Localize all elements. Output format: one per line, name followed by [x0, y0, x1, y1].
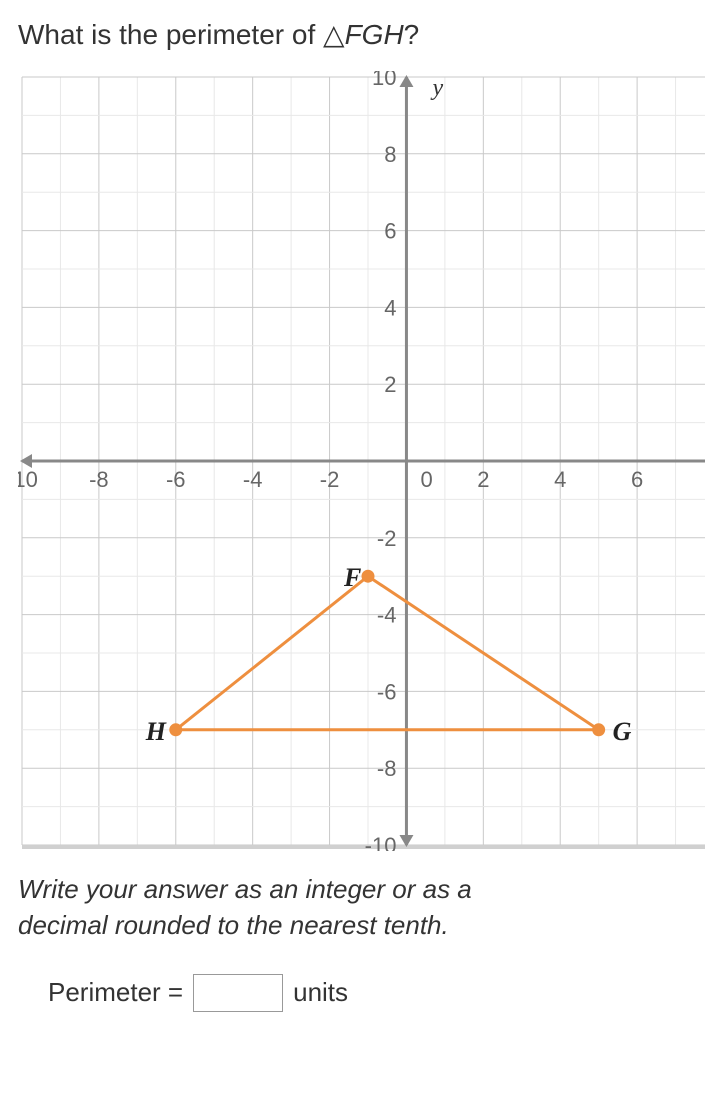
vertex-label-h: H	[145, 717, 167, 746]
triangle-name: FGH	[345, 19, 404, 50]
x-tick-label: -8	[89, 467, 109, 492]
question-suffix: ?	[404, 19, 420, 50]
vertex-label-g: G	[613, 717, 632, 746]
y-tick-label: -2	[377, 526, 397, 551]
y-axis-label: y	[430, 75, 443, 101]
x-tick-label: -4	[243, 467, 263, 492]
vertex-g	[593, 724, 605, 736]
triangle-symbol: △	[323, 19, 345, 50]
y-tick-label: -8	[377, 756, 397, 781]
x-tick-label: 6	[631, 467, 643, 492]
x-tick-label: 2	[477, 467, 489, 492]
x-tick-label: 4	[554, 467, 566, 492]
units-label: units	[293, 977, 348, 1008]
vertex-label-f: F	[343, 563, 361, 592]
y-tick-label: 10	[372, 71, 396, 90]
y-tick-label: 2	[384, 372, 396, 397]
y-tick-label: 4	[384, 295, 396, 320]
question-prefix: What is the perimeter of	[18, 19, 323, 50]
y-tick-label: 8	[384, 142, 396, 167]
y-tick-label: -6	[377, 679, 397, 704]
perimeter-input[interactable]	[193, 974, 283, 1012]
x-tick-label: -2	[320, 467, 340, 492]
answer-row: Perimeter = units	[18, 974, 687, 1012]
origin-label: 0	[420, 467, 432, 492]
x-tick-label: -10	[18, 467, 38, 492]
x-tick-label: -6	[166, 467, 186, 492]
y-tick-label: 6	[384, 219, 396, 244]
question-text: What is the perimeter of △FGH?	[18, 18, 687, 51]
instruction-text: Write your answer as an integer or as a …	[18, 871, 687, 944]
y-tick-label: -10	[365, 833, 397, 851]
vertex-h	[170, 724, 182, 736]
instruction-line-1: Write your answer as an integer or as a	[18, 874, 472, 904]
vertex-f	[362, 570, 374, 582]
chart-svg: -10 -8 -6 -4 -2 2 4 6 0 10 8 6 4 2 -2 -4 -6 -8 -10 y F G H	[18, 71, 705, 851]
instruction-line-2: decimal rounded to the nearest tenth.	[18, 910, 449, 940]
coordinate-chart: -10 -8 -6 -4 -2 2 4 6 0 10 8 6 4 2 -2 -4 -6 -8 -10 y F G H	[18, 71, 705, 851]
y-tick-label: -4	[377, 603, 397, 628]
perimeter-label: Perimeter =	[48, 977, 183, 1008]
